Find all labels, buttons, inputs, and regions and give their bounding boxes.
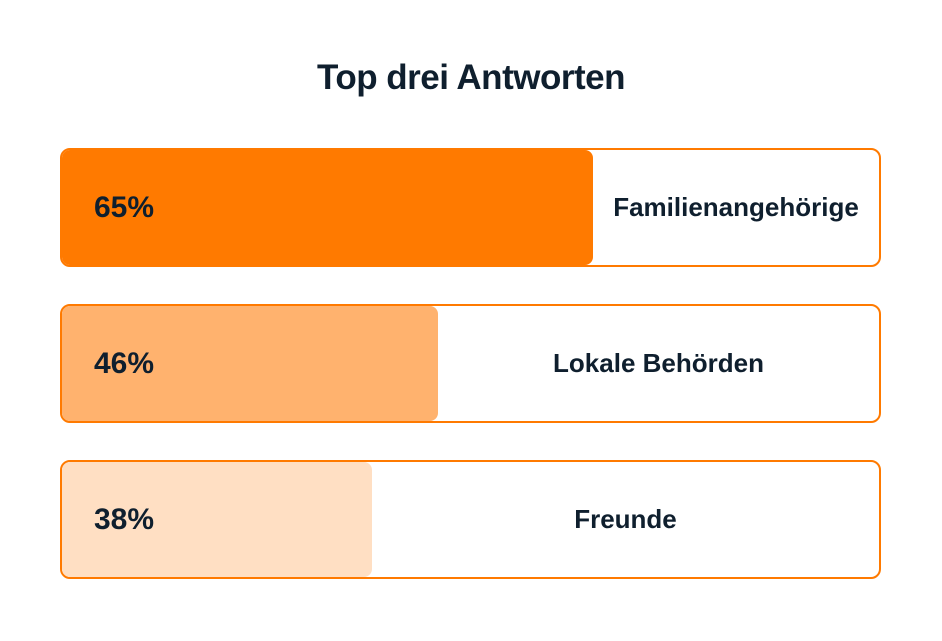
- bar-row-freunde: 38% Freunde: [60, 460, 881, 579]
- chart-title: Top drei Antworten: [317, 58, 625, 97]
- category-label-lokale-behoerden: Lokale Behörden: [553, 348, 764, 378]
- data-label-familienangehoerige: 65%: [94, 190, 155, 224]
- bar-row-familienangehoerige: 65% Familienangehörige: [60, 148, 881, 267]
- category-label-freunde: Freunde: [574, 504, 677, 534]
- bar-freunde: [62, 462, 372, 577]
- bar-familienangehoerige: [62, 150, 593, 265]
- category-label-familienangehoerige: Familienangehörige: [613, 192, 859, 222]
- data-label-freunde: 38%: [94, 502, 155, 536]
- bar-row-lokale-behoerden: 46% Lokale Behörden: [60, 304, 881, 423]
- bar-lokale-behoerden: [62, 306, 438, 421]
- data-label-lokale-behoerden: 46%: [94, 346, 155, 380]
